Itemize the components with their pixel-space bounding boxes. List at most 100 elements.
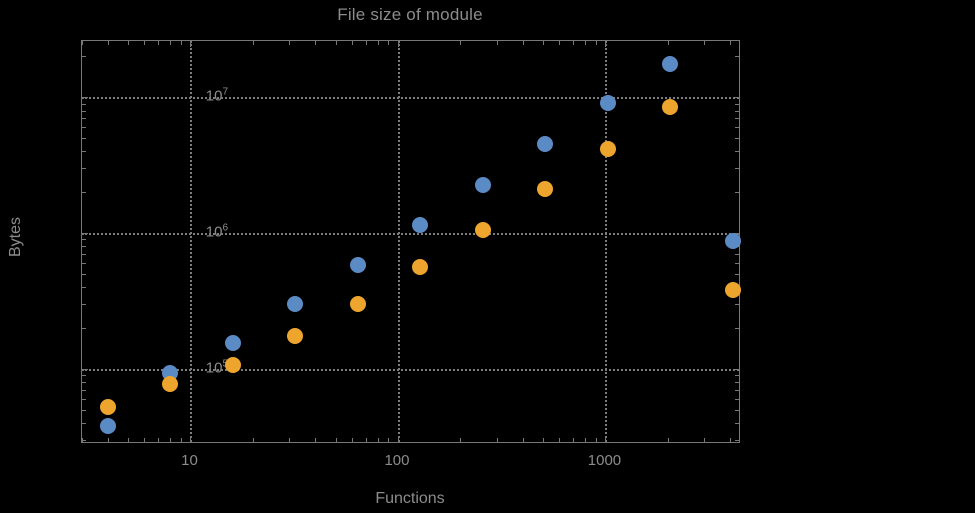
x-axis-tick-bottom (377, 438, 379, 442)
data-point (412, 259, 429, 276)
x-tick-label: 1000 (587, 452, 622, 469)
x-axis-tick-bottom (573, 438, 575, 442)
data-point (599, 140, 616, 157)
y-axis-tick-right (735, 399, 739, 401)
x-axis-tick-top (144, 41, 146, 45)
x-axis-tick-top (107, 41, 109, 45)
plot-frame (81, 40, 741, 443)
x-axis-tick-top (180, 41, 182, 45)
y-axis-tick-right (735, 138, 739, 140)
x-axis-tick-bottom (351, 438, 353, 442)
x-axis-label: Functions (375, 490, 445, 507)
y-tick-mantissa: 10 (205, 223, 223, 241)
gridline-horizontal (82, 368, 739, 371)
x-axis-tick-top (496, 41, 498, 45)
data-point (662, 98, 679, 115)
x-axis-tick-bottom (289, 438, 291, 442)
x-axis-tick-top (704, 41, 706, 45)
y-axis-tick-left (82, 389, 86, 391)
page-title: File size of module (337, 5, 483, 24)
y-axis-tick-right (733, 368, 739, 370)
y-axis-tick-left (82, 151, 86, 153)
x-axis-tick-bottom (365, 438, 367, 442)
x-axis-tick-top (315, 41, 317, 45)
x-axis-tick-bottom (605, 436, 607, 442)
x-axis-tick-bottom (595, 438, 597, 442)
data-point (224, 335, 241, 352)
y-axis-label: Bytes (7, 217, 24, 258)
x-axis-tick-bottom (128, 438, 130, 442)
y-axis-tick-right (735, 382, 739, 384)
data-point (412, 216, 429, 233)
x-axis-tick-top (595, 41, 597, 45)
y-axis-tick-right (735, 304, 739, 306)
y-axis-tick-right (735, 151, 739, 153)
x-axis-tick-top (351, 41, 353, 45)
x-axis-tick-bottom (460, 438, 462, 442)
x-axis-tick-top (667, 41, 669, 45)
x-axis-tick-top (585, 41, 587, 45)
x-axis-tick-top (573, 41, 575, 45)
y-axis-tick-right (735, 439, 739, 441)
y-axis-tick-right (735, 103, 739, 105)
y-tick-label: 106 (205, 223, 228, 241)
y-tick-label: 107 (206, 87, 228, 105)
y-axis-tick-left (82, 233, 88, 235)
y-axis-tick-right (735, 127, 739, 129)
x-axis-tick-top (170, 41, 172, 45)
x-axis-tick-top (252, 41, 254, 45)
y-axis-tick-right (733, 97, 739, 99)
y-axis-tick-left (82, 192, 86, 194)
x-axis-tick-bottom (158, 438, 160, 442)
y-axis-tick-left (82, 328, 86, 330)
y-axis-tick-left (82, 263, 86, 265)
gridline-horizontal (82, 97, 739, 100)
x-axis-tick-bottom (730, 438, 732, 442)
x-axis-tick-top (543, 41, 544, 45)
y-axis-tick-left (82, 56, 86, 58)
x-axis-tick-top (605, 41, 607, 47)
y-axis-tick-left (82, 422, 86, 424)
x-axis-tick-bottom (397, 436, 399, 442)
x-axis-tick-top (82, 41, 83, 45)
y-axis-tick-left (82, 168, 86, 170)
gridline-vertical (605, 41, 608, 442)
x-axis-tick-bottom (315, 438, 317, 442)
x-axis-tick-top (397, 41, 399, 47)
x-axis-tick-bottom (170, 438, 172, 442)
data-point (599, 94, 616, 111)
data-point (99, 417, 116, 434)
data-point (349, 296, 366, 313)
x-axis-tick-bottom (667, 438, 669, 442)
data-point (474, 177, 491, 194)
x-axis-tick-bottom (585, 438, 587, 442)
y-axis-tick-right (735, 375, 739, 377)
data-point (724, 282, 741, 299)
y-axis-tick-left (82, 246, 86, 248)
x-tick-label: 100 (384, 452, 410, 469)
x-axis-tick-top (730, 41, 732, 45)
x-axis-tick-bottom (190, 436, 192, 442)
y-axis-tick-left (82, 287, 86, 289)
y-axis-tick-left (82, 97, 88, 99)
y-axis-tick-left (82, 274, 86, 276)
y-axis-tick-left (82, 304, 86, 306)
x-axis-tick-top (365, 41, 367, 45)
y-axis-tick-right (735, 168, 739, 170)
y-axis-tick-right (735, 254, 739, 256)
x-axis-tick-bottom (388, 438, 390, 442)
y-axis-tick-left (82, 103, 86, 105)
x-axis-tick-bottom (522, 438, 524, 442)
y-axis-tick-right (735, 118, 739, 120)
y-axis-tick-right (735, 389, 739, 391)
x-axis-tick-bottom (543, 438, 544, 442)
y-axis-tick-left (82, 375, 86, 377)
x-axis-tick-bottom (704, 438, 706, 442)
data-point (99, 399, 116, 416)
x-axis-tick-bottom (82, 438, 83, 442)
y-axis-tick-left (82, 127, 86, 129)
y-axis-tick-left (82, 399, 86, 401)
data-point (162, 375, 179, 392)
y-axis-tick-right (735, 422, 739, 424)
